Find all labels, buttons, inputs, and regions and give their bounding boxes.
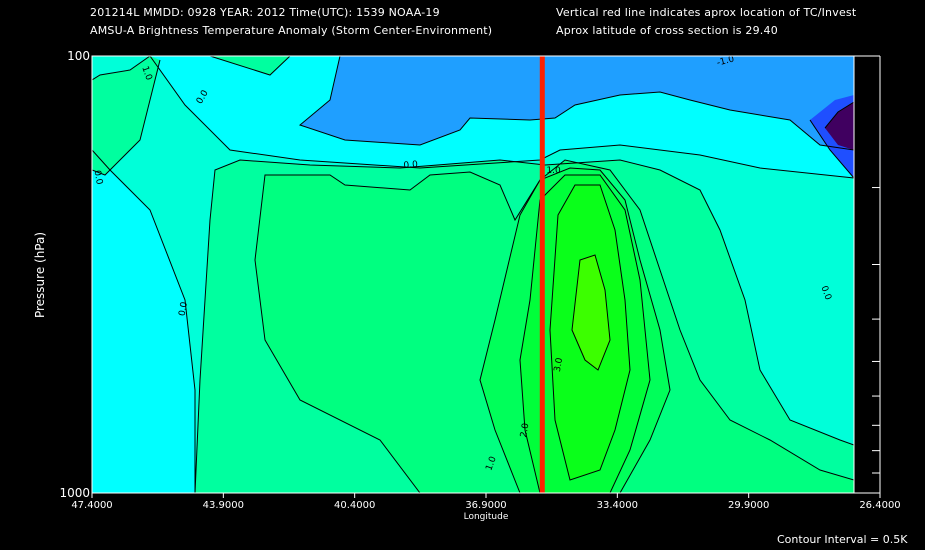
contour-label: 0.0 — [92, 170, 104, 186]
header-info-line: 201214L MMDD: 0928 YEAR: 2012 Time(UTC):… — [90, 6, 440, 19]
x-tick-label: 33.4000 — [597, 500, 638, 511]
contour-label: 1.0 — [484, 455, 498, 472]
field-level-0.5 — [210, 56, 290, 75]
chart-title: AMSU-A Brightness Temperature Anomaly (S… — [90, 24, 493, 37]
field-level-minus-0.5 — [92, 56, 195, 493]
x-tick-label: 26.4000 — [859, 500, 900, 511]
contour-label: 3.0 — [553, 357, 565, 373]
y-tick-label: 100 — [67, 49, 90, 63]
x-tick-label: 43.9000 — [203, 500, 244, 511]
x-axis-label: Longitude — [464, 512, 509, 522]
x-tick-label: 29.9000 — [728, 500, 769, 511]
field-level-minus-2.0 — [825, 102, 854, 150]
contour-label: 0.0 — [403, 160, 418, 171]
contour-label: 2.0 — [519, 422, 531, 438]
field-level-3.0 — [572, 255, 610, 370]
y-axis-label: Pressure (hPa) — [33, 232, 47, 318]
latitude-note: Aprox latitude of cross section is 29.40 — [556, 24, 778, 37]
x-tick-label: 47.4000 — [71, 500, 112, 511]
tc-line-note: Vertical red line indicates aprox locati… — [556, 6, 857, 19]
x-tick-label: 40.4000 — [334, 500, 375, 511]
plot-frame — [91, 55, 855, 494]
contour-label: 1.0 — [546, 166, 561, 176]
contour-fields — [92, 56, 854, 493]
contour-label: 0.0 — [818, 285, 832, 302]
field-level-minus-1.0 — [300, 56, 854, 150]
contour-interval-note: Contour Interval = 0.5K — [777, 533, 908, 546]
contour-label: 0.0 — [178, 301, 190, 317]
field-level-0.5 — [92, 56, 160, 175]
axes: 47.4000 43.9000 40.4000 36.9000 33.4000 29.90… — [59, 49, 900, 511]
contour-label: 1.0 — [139, 65, 153, 82]
y-tick-label: 1000 — [59, 486, 90, 500]
x-tick-label: 36.9000 — [465, 500, 506, 511]
contour-labels: 1.00.00.00.0 1.0-1.00.00.03.02.01.0 — [92, 56, 833, 472]
